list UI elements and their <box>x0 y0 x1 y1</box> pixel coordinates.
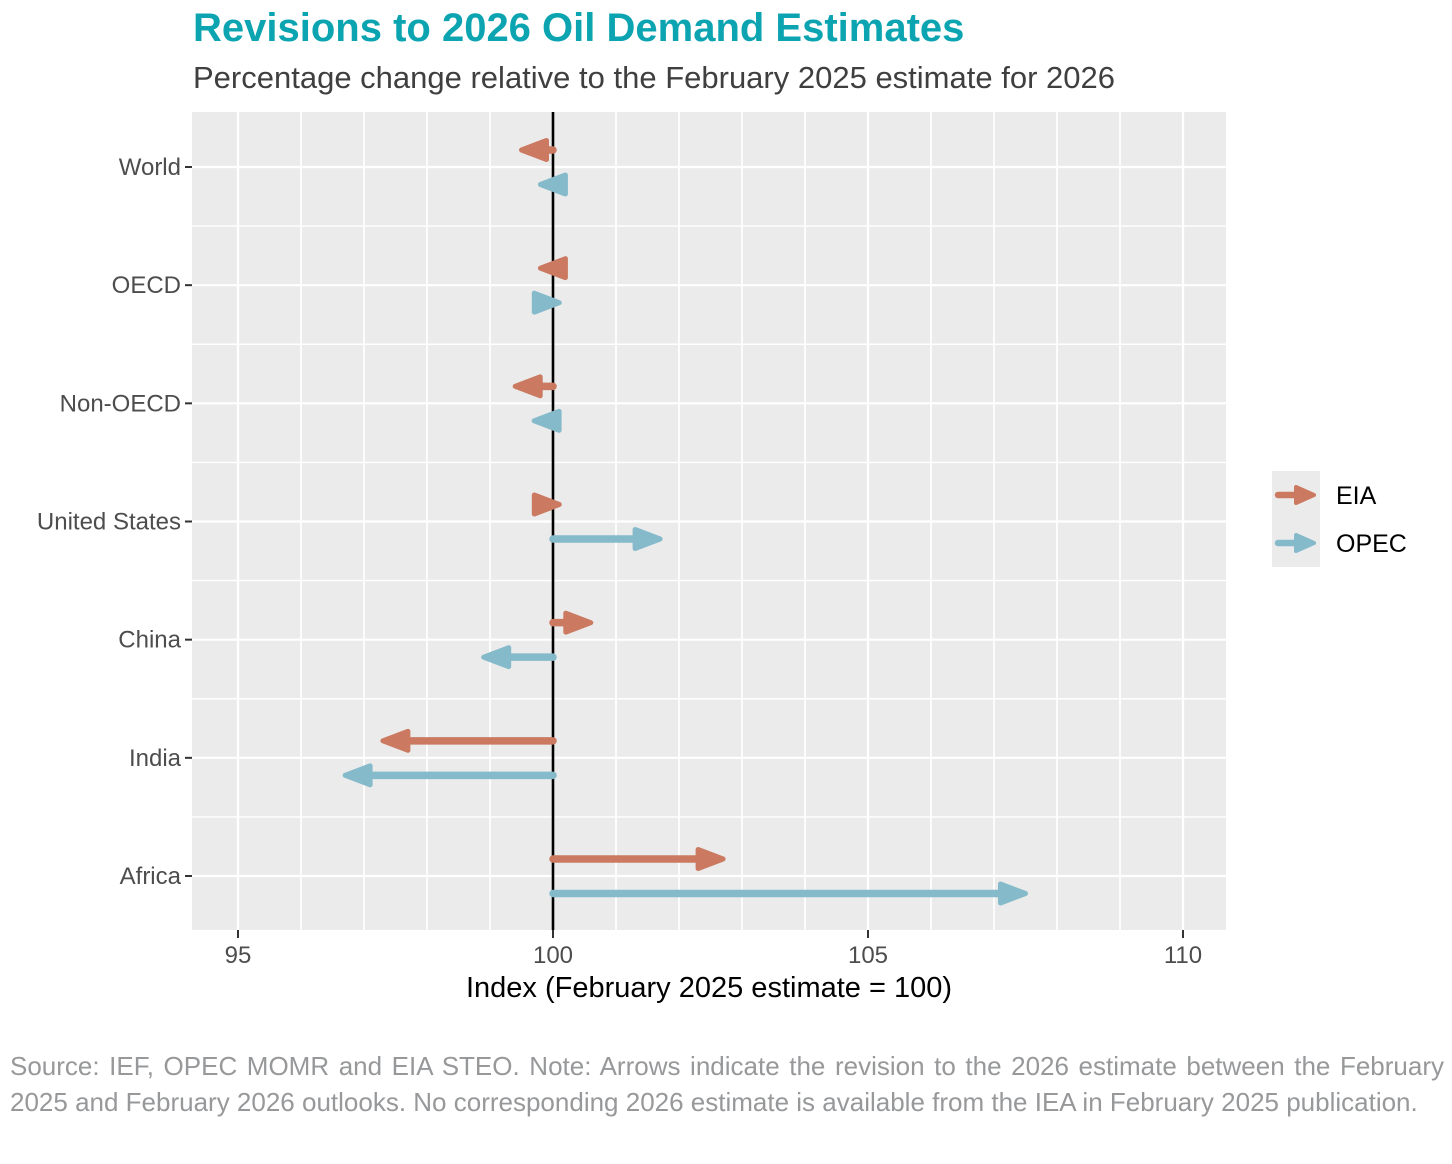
legend-label-opec: OPEC <box>1336 530 1407 558</box>
arrow-head-opec-6 <box>998 881 1028 906</box>
y-axis-label-africa: Africa <box>120 863 182 890</box>
chart-subtitle: Percentage change relative to the Februa… <box>193 60 1115 95</box>
arrow-head-eia-4 <box>563 610 594 635</box>
arrow-head-eia-2 <box>512 374 543 399</box>
legend-arrow-head-opec <box>1294 533 1316 553</box>
revision-arrow-chart: World OECD Non-OECD United States China India… <box>37 112 1407 1004</box>
legend-arrow-head-eia <box>1294 485 1316 505</box>
arrow-head-opec-5 <box>342 763 373 788</box>
arrow-head-eia-3 <box>531 492 562 517</box>
x-tick-label-100: 100 <box>533 942 573 969</box>
arrow-head-eia-6 <box>695 847 726 872</box>
arrow-head-opec-4 <box>481 645 512 670</box>
arrow-head-opec-0 <box>537 172 568 197</box>
chart-title: Revisions to 2026 Oil Demand Estimates <box>193 6 965 50</box>
y-axis-label-oecd: OECD <box>112 272 181 299</box>
arrow-head-eia-5 <box>380 728 411 753</box>
legend-label-eia: EIA <box>1336 482 1377 510</box>
x-tick-label-105: 105 <box>848 942 888 969</box>
y-axis-label-world: World <box>119 154 181 181</box>
arrow-head-eia-0 <box>519 138 549 162</box>
arrow-head-opec-2 <box>531 408 562 433</box>
y-axis-label-non-oecd: Non-OECD <box>60 390 181 417</box>
x-tick-label-110: 110 <box>1164 942 1202 969</box>
arrow-head-opec-1 <box>531 290 562 315</box>
arrow-head-opec-3 <box>632 527 663 552</box>
y-axis-label-china: China <box>118 627 181 654</box>
source-note: Source: IEF, OPEC MOMR and EIA STEO. Not… <box>10 1051 1444 1117</box>
y-axis-label-india: India <box>129 745 182 772</box>
arrow-head-eia-1 <box>537 256 568 281</box>
x-axis-title: Index (February 2025 estimate = 100) <box>466 972 952 1004</box>
x-tick-label-95: 95 <box>225 942 252 969</box>
y-axis-label-united-states: United States <box>37 509 181 536</box>
